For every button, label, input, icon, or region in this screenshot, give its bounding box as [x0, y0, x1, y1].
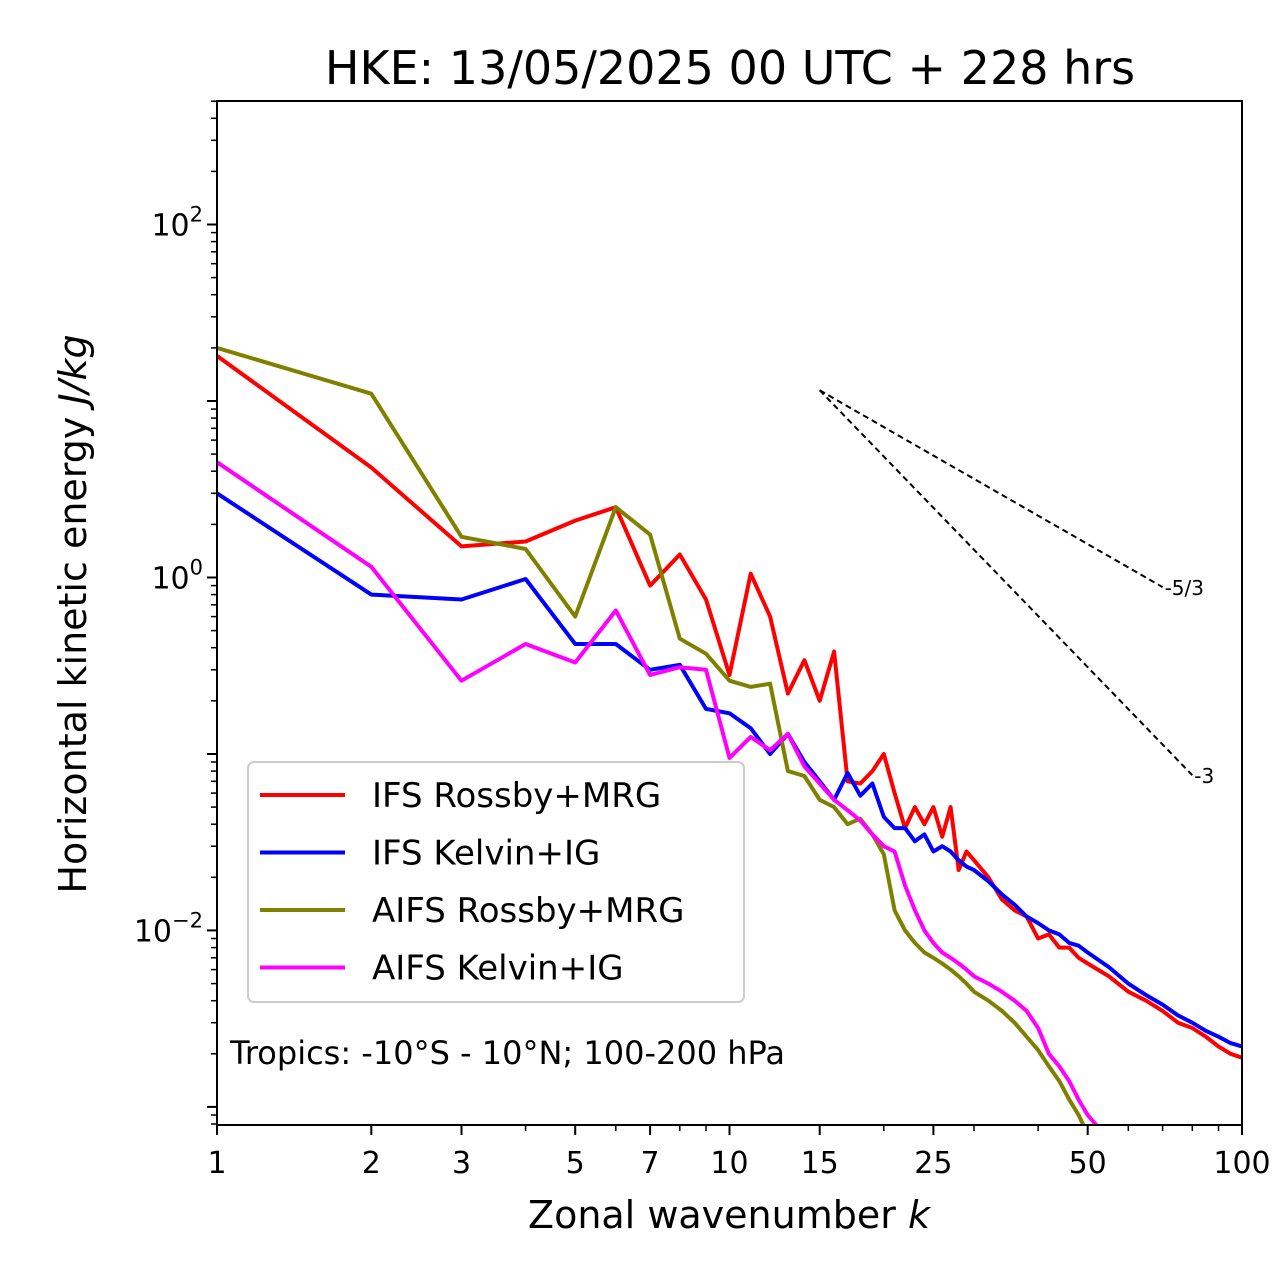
x-tick-label: 15 — [801, 1146, 839, 1181]
x-tick-label: 3 — [452, 1146, 471, 1181]
reference-slope-line — [818, 389, 1194, 776]
legend-label: IFS Rossby+MRG — [372, 776, 661, 816]
x-tick-label: 10 — [710, 1146, 748, 1181]
x-tick-label: 50 — [1069, 1146, 1107, 1181]
legend-label: AIFS Kelvin+IG — [372, 949, 624, 989]
series-line-ifs-kelvin-ig — [217, 491, 1242, 1049]
reference-slopes — [818, 389, 1194, 776]
y-axis-label: Horizontal kinetic energy J/kg — [51, 334, 95, 893]
series-line-aifs-rossby-mrg — [217, 345, 1086, 1125]
legend-label: AIFS Rossby+MRG — [372, 891, 684, 931]
reference-slope-label: -3 — [1194, 764, 1214, 788]
x-axis: 1 2 3 5 7 10 15 25 50 100 — [207, 1125, 1271, 1181]
x-tick-label: 100 — [1213, 1146, 1270, 1181]
x-tick-label: 7 — [641, 1146, 660, 1181]
y-tick-label: 100 — [151, 556, 203, 597]
x-axis-label: Zonal wavenumber k — [528, 1193, 932, 1237]
reference-slope-line — [819, 389, 1164, 588]
y-tick-label: 10−2 — [134, 908, 203, 949]
series-line-aifs-kelvin-ig — [217, 460, 1099, 1125]
x-tick-label: 25 — [914, 1146, 952, 1181]
series-line-ifs-rossby-mrg — [217, 354, 1242, 1060]
x-tick-label: 5 — [566, 1146, 585, 1181]
reference-slope-label: -5/3 — [1165, 576, 1204, 600]
chart-title: HKE: 13/05/2025 00 UTC + 228 hrs — [325, 41, 1135, 95]
plot-frame — [216, 100, 1243, 1126]
y-tick-label: 102 — [151, 203, 203, 244]
y-axis: 102 100 10−2 — [134, 100, 217, 1125]
legend: IFS Rossby+MRG IFS Kelvin+IG AIFS Rossby+M… — [247, 761, 745, 1003]
legend-label: IFS Kelvin+IG — [372, 834, 600, 874]
x-tick-label: 2 — [362, 1146, 381, 1181]
x-tick-label: 1 — [207, 1146, 226, 1181]
series-layer — [217, 345, 1242, 1125]
legend-box — [247, 761, 745, 1003]
region-annotation: Tropics: -10°S - 10°N; 100-200 hPa — [229, 1034, 785, 1072]
